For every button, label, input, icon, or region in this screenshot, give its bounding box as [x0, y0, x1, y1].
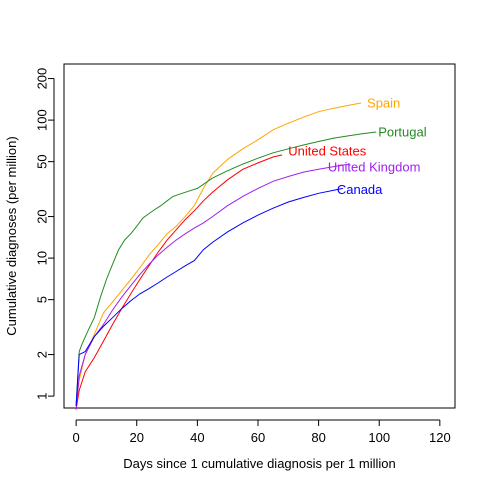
- x-axis: 0 20 40 60 80 100 120: [73, 419, 451, 445]
- y-tick-label: 50: [35, 154, 50, 168]
- x-tick-label: 80: [311, 430, 325, 445]
- y-axis-title: Cumulative diagnoses (per million): [4, 136, 19, 335]
- series-line-portugal: [75, 131, 377, 406]
- y-tick-label: 1: [35, 392, 50, 399]
- x-tick-label: 20: [130, 430, 144, 445]
- plot-area-border: [63, 63, 456, 409]
- x-tick-label: 60: [251, 430, 265, 445]
- series-label-canada: Canada: [337, 182, 383, 197]
- x-tick-label: 120: [429, 430, 451, 445]
- series-line-spain: [75, 102, 362, 403]
- series-label-united-kingdom: United Kingdom: [328, 160, 421, 175]
- y-tick-label: 200: [35, 68, 50, 90]
- x-tick-label: 100: [368, 430, 390, 445]
- series-line-canada: [75, 187, 344, 406]
- x-axis-title: Days since 1 cumulative diagnosis per 1 …: [123, 456, 395, 471]
- series-label-united-states: United States: [288, 143, 367, 158]
- series-label-spain: Spain: [367, 96, 400, 111]
- x-tick-label: 0: [73, 430, 80, 445]
- series-label-layer: Spain Portugal United States United Kingdom…: [288, 96, 426, 197]
- y-tick-label: 100: [35, 109, 50, 131]
- x-tick-label: 40: [190, 430, 204, 445]
- y-tick-label: 20: [35, 209, 50, 223]
- y-tick-label: 10: [35, 251, 50, 265]
- series-layer: [75, 102, 377, 410]
- series-label-portugal: Portugal: [378, 124, 427, 139]
- series-line-united-states: [75, 154, 283, 410]
- y-tick-label: 2: [35, 351, 50, 358]
- series-line-united-kingdom: [75, 163, 349, 410]
- y-axis: 1 2 5 10 20 50 100 200: [35, 68, 55, 400]
- y-tick-label: 5: [35, 296, 50, 303]
